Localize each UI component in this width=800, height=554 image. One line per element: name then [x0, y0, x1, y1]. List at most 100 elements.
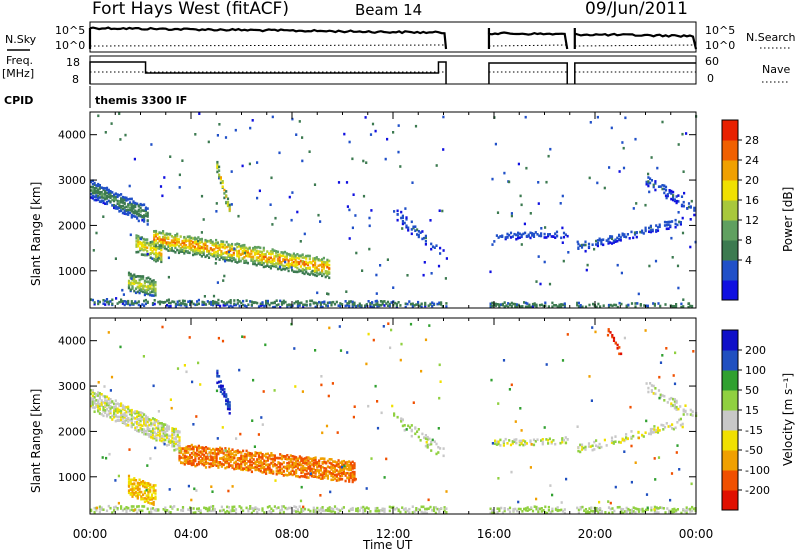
- data-cell: [197, 460, 200, 464]
- data-cell: [335, 461, 338, 464]
- data-cell: [305, 476, 308, 479]
- data-cell: [494, 302, 497, 306]
- data-cell: [133, 478, 136, 482]
- data-cell: [134, 287, 138, 290]
- data-cell: [229, 247, 232, 250]
- data-cell: [544, 226, 547, 229]
- data-cell: [133, 289, 136, 293]
- data-cell: [510, 304, 513, 308]
- data-cell: [516, 509, 519, 513]
- data-cell: [190, 498, 193, 502]
- data-cell: [529, 466, 532, 469]
- data-cell: [252, 458, 255, 461]
- data-cell: [160, 424, 163, 427]
- data-cell: [316, 291, 319, 295]
- nave-tick-top: 60: [705, 55, 719, 68]
- data-cell: [612, 336, 616, 340]
- data-cell: [525, 234, 528, 238]
- data-cell: [430, 442, 433, 446]
- data-cell: [286, 462, 289, 465]
- data-cell: [645, 508, 648, 512]
- data-cell: [213, 244, 216, 247]
- data-cell: [390, 506, 393, 509]
- data-cell: [236, 462, 239, 466]
- data-cell: [239, 259, 242, 263]
- data-cell: [291, 304, 294, 307]
- data-cell: [149, 502, 152, 505]
- data-cell: [423, 236, 426, 240]
- data-cell: [435, 442, 438, 446]
- data-cell: [204, 460, 208, 463]
- data-cell: [199, 459, 202, 462]
- data-cell: [210, 451, 213, 455]
- data-cell: [314, 468, 317, 472]
- data-cell: [139, 206, 142, 210]
- data-cell: [287, 263, 290, 267]
- data-cell: [263, 454, 266, 457]
- data-cell: [155, 432, 158, 436]
- data-cell: [257, 433, 260, 436]
- data-cell: [100, 413, 103, 416]
- data-cell: [98, 507, 101, 511]
- data-cell: [199, 253, 202, 256]
- data-cell: [496, 511, 499, 514]
- data-cell: [163, 236, 166, 240]
- data-cell: [236, 457, 239, 460]
- data-cell: [321, 475, 324, 479]
- data-cell: [170, 243, 173, 247]
- data-cell: [541, 438, 544, 441]
- data-cell: [154, 489, 157, 492]
- data-cell: [330, 478, 333, 482]
- data-cell: [144, 429, 147, 433]
- data-cell: [270, 301, 273, 305]
- data-cell: [158, 436, 162, 440]
- data-cell: [206, 250, 209, 253]
- data-cell: [253, 445, 256, 448]
- data-cell: [129, 478, 132, 482]
- data-cell: [121, 406, 124, 409]
- data-cell: [146, 426, 149, 430]
- data-cell: [227, 447, 231, 451]
- data-cell: [120, 199, 123, 202]
- data-cell: [136, 481, 139, 485]
- data-cell: [618, 352, 621, 356]
- data-cell: [323, 472, 326, 475]
- data-cell: [121, 415, 124, 418]
- data-cell: [107, 410, 110, 413]
- data-cell: [149, 291, 152, 294]
- data-cell: [314, 475, 317, 478]
- data-cell: [406, 302, 409, 306]
- data-cell: [188, 237, 191, 240]
- data-cell: [208, 447, 211, 451]
- data-cell: [104, 399, 107, 402]
- data-cell: [146, 246, 149, 250]
- data-cell: [229, 254, 232, 257]
- data-cell: [134, 281, 138, 284]
- data-cell: [136, 488, 139, 491]
- data-cell: [219, 509, 222, 513]
- data-cell: [102, 302, 105, 305]
- data-cell: [187, 456, 190, 459]
- data-cell: [210, 455, 213, 458]
- data-cell: [312, 459, 315, 462]
- data-cell: [291, 191, 294, 194]
- data-cell: [151, 429, 155, 432]
- data-cell: [228, 203, 231, 207]
- data-cell: [173, 437, 176, 440]
- data-cell: [144, 212, 147, 215]
- data-cell: [626, 233, 629, 236]
- data-cell: [217, 461, 220, 464]
- noise-tick-left-top: 10^5: [55, 24, 85, 37]
- data-cell: [137, 411, 140, 414]
- data-cell: [272, 470, 275, 473]
- data-cell: [203, 301, 206, 304]
- data-cell: [374, 303, 377, 306]
- x-tick-label: 08:00: [275, 527, 310, 541]
- data-cell: [333, 511, 337, 514]
- data-cell: [576, 425, 579, 428]
- data-cell: [590, 399, 593, 402]
- data-cell: [282, 251, 285, 254]
- data-cell: [579, 507, 582, 511]
- data-cell: [502, 444, 505, 447]
- data-cell: [292, 264, 295, 267]
